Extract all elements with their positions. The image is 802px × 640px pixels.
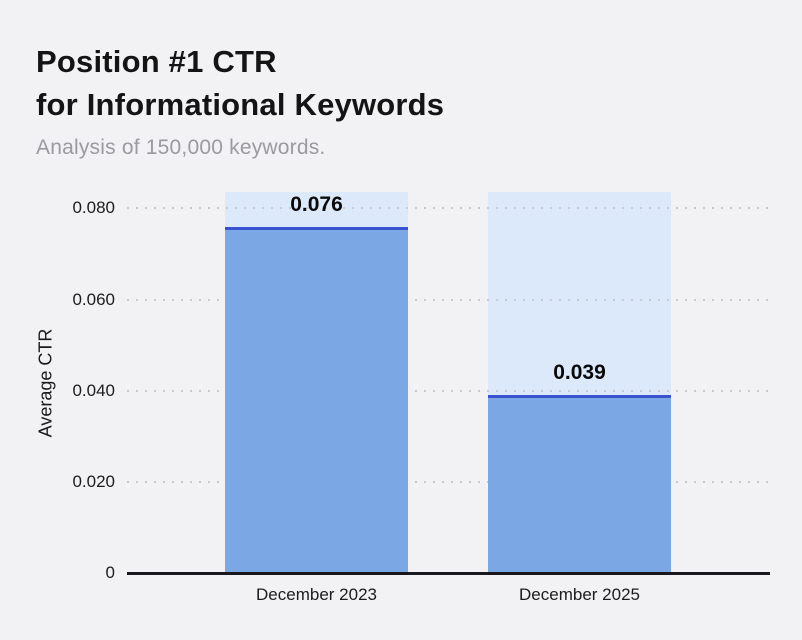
- x-category-label: December 2023: [256, 585, 377, 604]
- y-tick-label: 0.080: [72, 198, 115, 218]
- gridline: [127, 480, 770, 483]
- bar-fill: [225, 226, 408, 573]
- chart-subtitle: Analysis of 150,000 keywords.: [36, 136, 326, 159]
- x-category-label: December 2025: [519, 585, 640, 604]
- bar-fill: [488, 395, 671, 573]
- y-tick-label: 0.020: [72, 471, 115, 491]
- gridline: [127, 298, 770, 301]
- y-tick-label: 0.060: [72, 289, 115, 309]
- gridline: [127, 389, 770, 392]
- gridline: [127, 207, 770, 210]
- y-tick-label: 0: [105, 563, 115, 582]
- y-tick-label: 0.040: [72, 380, 115, 400]
- x-axis-line: [127, 572, 770, 575]
- title-line-1: Position #1 CTR: [36, 44, 277, 79]
- page-title: Position #1 CTR for Informational Keywor…: [36, 40, 444, 126]
- title-line-2: for Informational Keywords: [36, 87, 445, 122]
- bar-value-label: 0.076: [290, 192, 343, 216]
- bar-value-label: 0.039: [553, 361, 606, 385]
